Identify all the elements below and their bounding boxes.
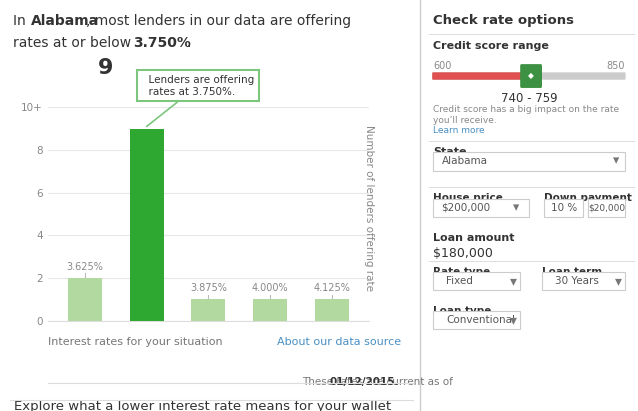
Text: 9: 9 bbox=[98, 58, 113, 78]
Text: Check rate options: Check rate options bbox=[433, 14, 574, 28]
FancyBboxPatch shape bbox=[432, 72, 626, 80]
Text: ◆: ◆ bbox=[528, 71, 534, 80]
FancyBboxPatch shape bbox=[542, 272, 625, 290]
Text: Explore what a lower interest rate means for your wallet: Explore what a lower interest rate means… bbox=[13, 400, 390, 411]
Bar bbox=[191, 299, 225, 321]
FancyBboxPatch shape bbox=[432, 72, 530, 80]
Y-axis label: Number of lenders offering rate: Number of lenders offering rate bbox=[364, 125, 375, 291]
FancyBboxPatch shape bbox=[433, 272, 520, 290]
Text: 30 Years: 30 Years bbox=[555, 276, 599, 286]
FancyBboxPatch shape bbox=[433, 311, 520, 329]
Text: In: In bbox=[13, 14, 31, 28]
FancyBboxPatch shape bbox=[433, 199, 529, 217]
Bar bbox=[68, 278, 102, 321]
Text: ▾: ▾ bbox=[613, 155, 619, 168]
Bar bbox=[315, 299, 349, 321]
Text: 10 %: 10 % bbox=[551, 203, 577, 212]
FancyBboxPatch shape bbox=[520, 64, 542, 88]
FancyBboxPatch shape bbox=[588, 199, 625, 217]
Bar bbox=[253, 299, 287, 321]
Text: Down payment: Down payment bbox=[544, 193, 632, 203]
Text: Fixed: Fixed bbox=[446, 276, 473, 286]
Text: Lenders are offering
  rates at 3.750%.: Lenders are offering rates at 3.750%. bbox=[142, 75, 254, 127]
Text: 3.625%: 3.625% bbox=[66, 262, 103, 272]
Text: 3.750%: 3.750% bbox=[133, 36, 191, 50]
Text: ▾: ▾ bbox=[513, 201, 519, 214]
Text: ▾: ▾ bbox=[510, 313, 517, 327]
Text: 850: 850 bbox=[606, 61, 625, 71]
Text: Interest rates for your situation: Interest rates for your situation bbox=[48, 337, 223, 347]
Text: State: State bbox=[433, 147, 466, 157]
Text: , most lenders in our data are offering: , most lenders in our data are offering bbox=[86, 14, 351, 28]
Text: .: . bbox=[186, 36, 190, 50]
Bar bbox=[130, 129, 163, 321]
Text: Credit score range: Credit score range bbox=[433, 41, 549, 51]
Text: Rate type: Rate type bbox=[433, 267, 490, 277]
Text: 740 - 759: 740 - 759 bbox=[501, 92, 557, 105]
Text: 4.125%: 4.125% bbox=[313, 283, 350, 293]
Text: 600: 600 bbox=[433, 61, 451, 71]
Text: These rates are current as of: These rates are current as of bbox=[302, 377, 456, 387]
Text: $200,000: $200,000 bbox=[441, 203, 491, 212]
Text: 4.000%: 4.000% bbox=[252, 283, 288, 293]
Text: 3.875%: 3.875% bbox=[190, 283, 226, 293]
Text: Alabama: Alabama bbox=[31, 14, 99, 28]
Text: ▾: ▾ bbox=[615, 274, 622, 288]
FancyBboxPatch shape bbox=[544, 199, 583, 217]
FancyBboxPatch shape bbox=[433, 152, 625, 171]
Text: Conventional: Conventional bbox=[446, 315, 515, 325]
Text: About our data source: About our data source bbox=[276, 337, 401, 347]
Text: Learn more: Learn more bbox=[433, 126, 484, 135]
Text: rates at or below: rates at or below bbox=[13, 36, 136, 50]
Text: ▾: ▾ bbox=[510, 274, 517, 288]
Text: Loan amount: Loan amount bbox=[433, 233, 514, 243]
Text: $180,000: $180,000 bbox=[433, 247, 493, 260]
Text: Credit score has a big impact on the rate: Credit score has a big impact on the rat… bbox=[433, 105, 619, 114]
Text: $20,000: $20,000 bbox=[588, 203, 625, 212]
Text: you’ll receive.: you’ll receive. bbox=[433, 116, 496, 125]
Text: Loan type: Loan type bbox=[433, 306, 491, 316]
Text: 01/12/2015.: 01/12/2015. bbox=[329, 377, 399, 387]
Text: Loan term: Loan term bbox=[542, 267, 602, 277]
Text: House price: House price bbox=[433, 193, 503, 203]
Text: Alabama: Alabama bbox=[441, 156, 487, 166]
